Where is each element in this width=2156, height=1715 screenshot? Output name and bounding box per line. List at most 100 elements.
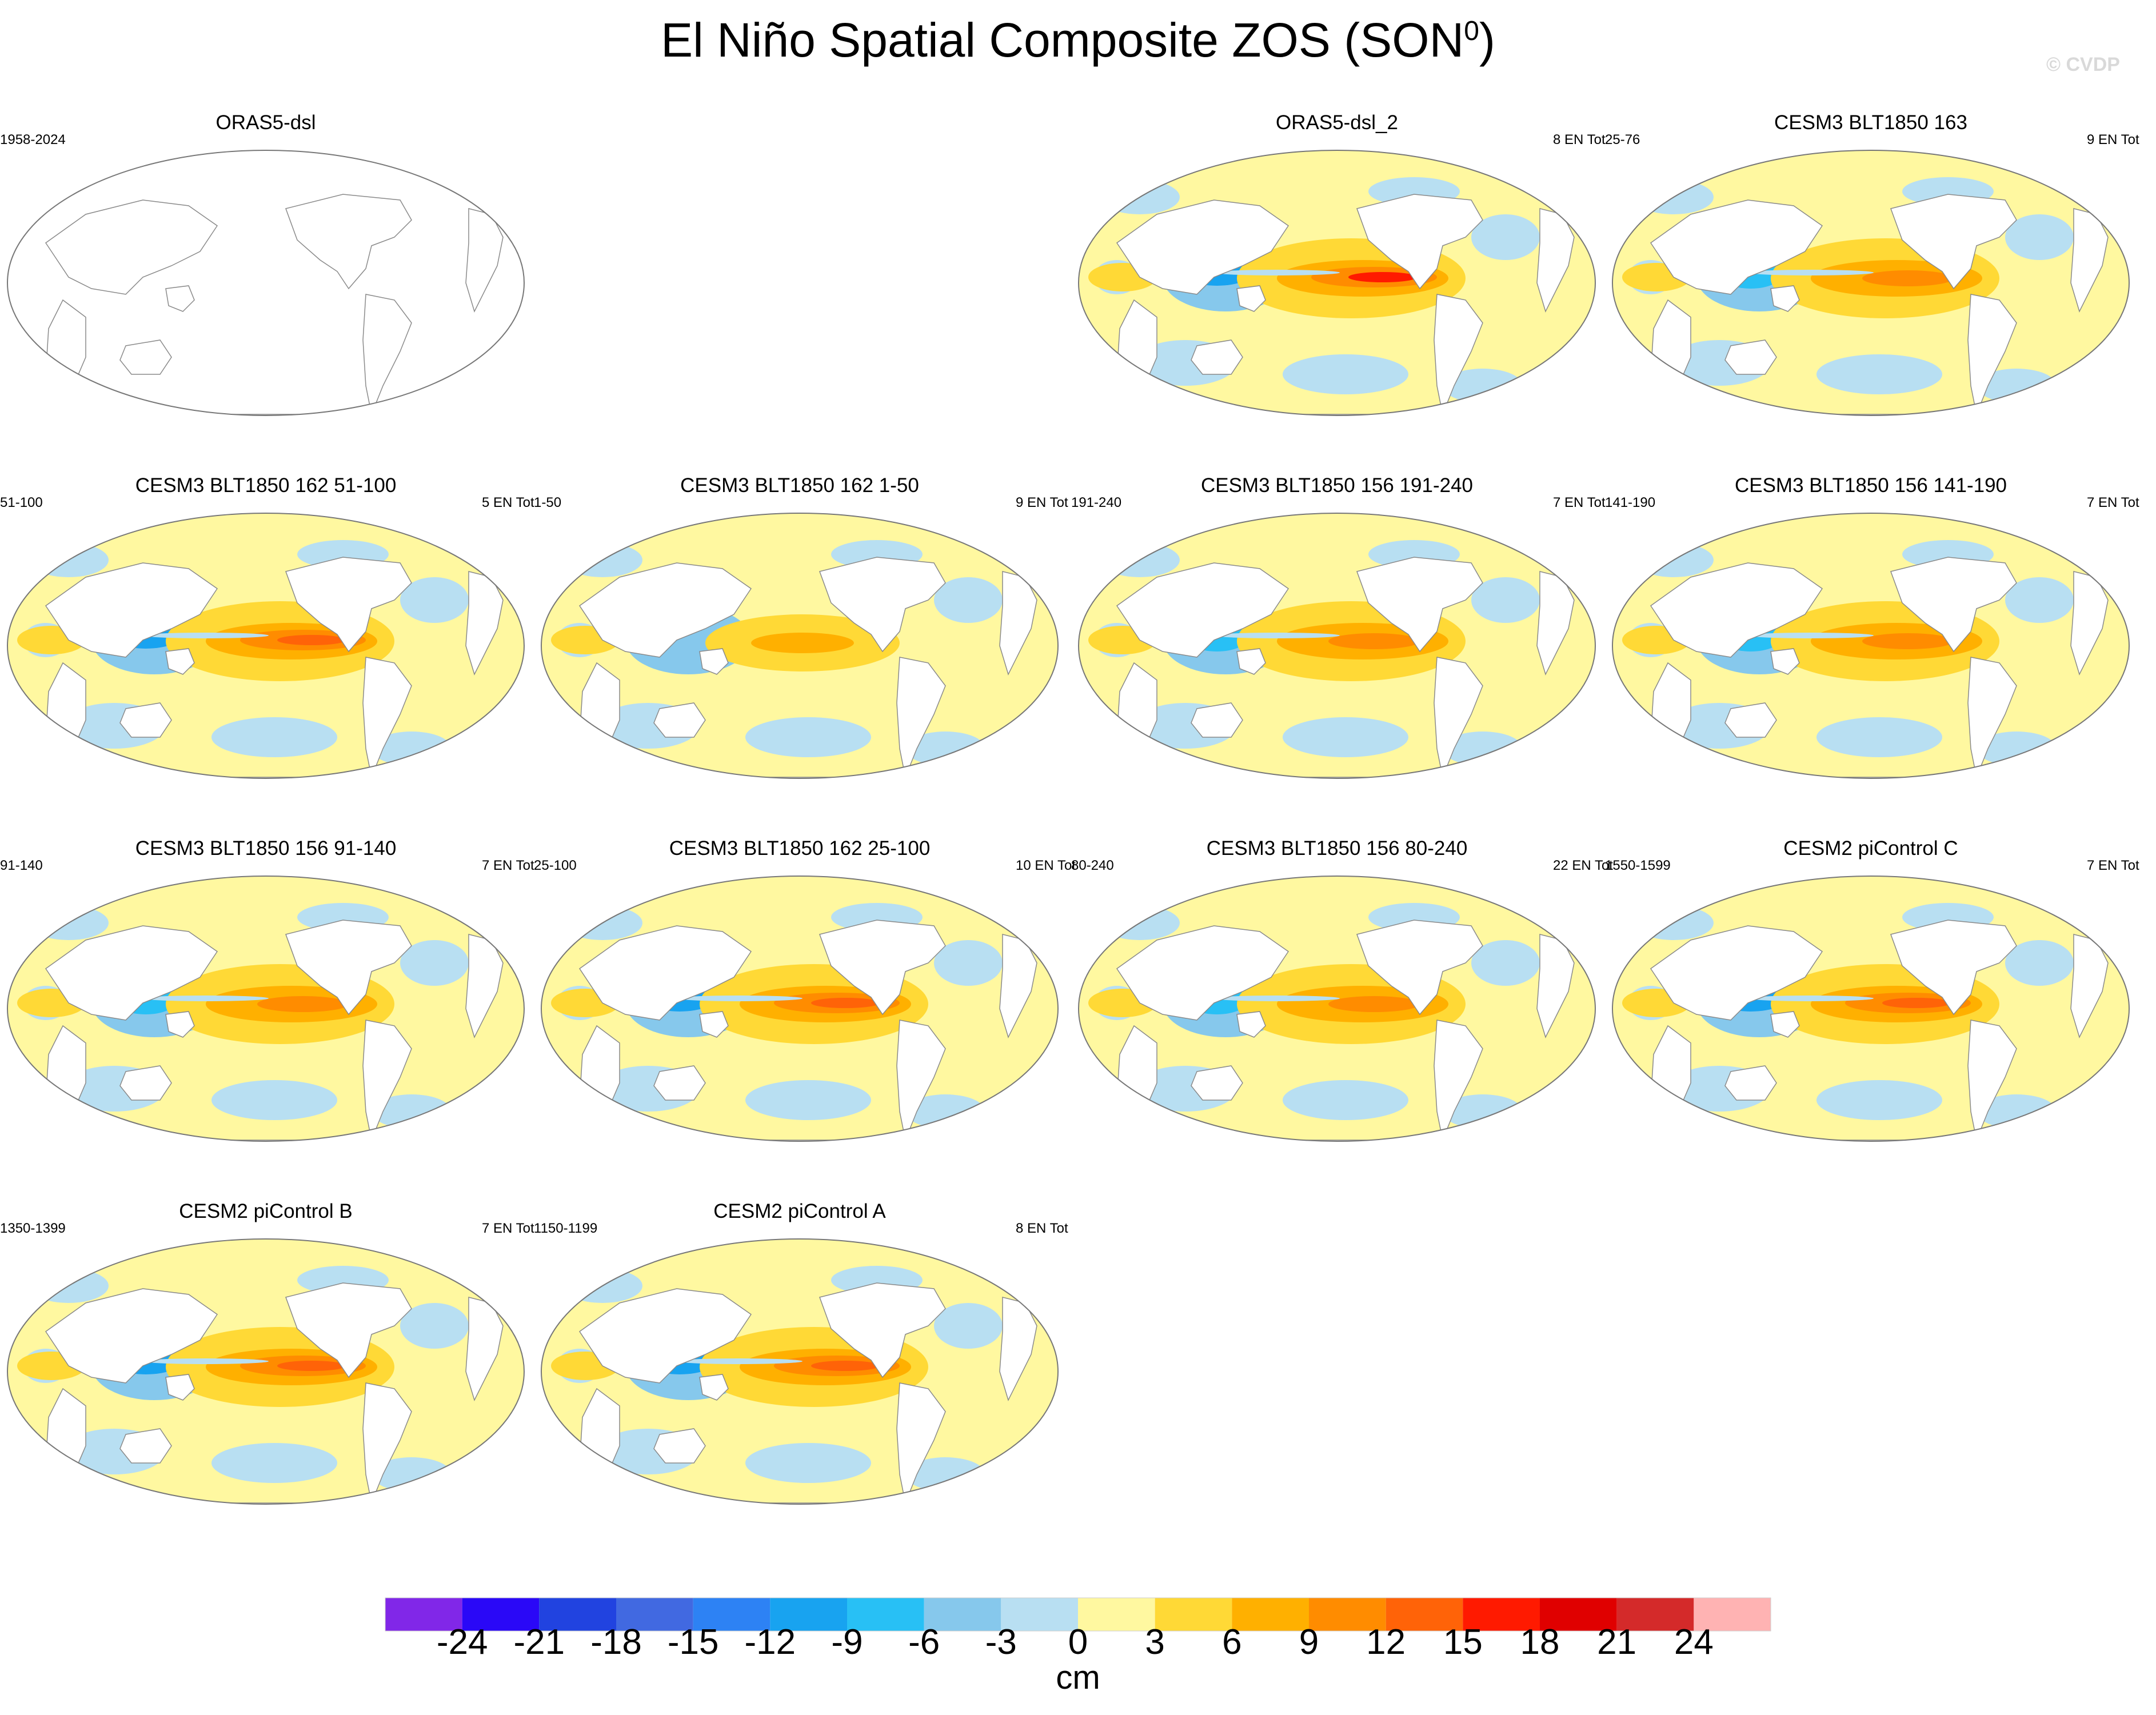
positive-anomaly-region	[1862, 270, 1954, 286]
landmass	[896, 1382, 946, 1504]
map	[541, 513, 1059, 779]
panel-title: CESM3 BLT1850 163	[1774, 111, 1967, 134]
panel-title: CESM3 BLT1850 156 80-240	[1206, 837, 1468, 860]
colorbar-swatch	[1463, 1598, 1540, 1631]
landmass	[1434, 294, 1483, 415]
landmass	[1724, 702, 1777, 738]
panel-period: 191-240	[1071, 495, 1122, 510]
colorbar-tick-label: -12	[744, 1622, 796, 1662]
panel-title: CESM3 BLT1850 162 51-100	[135, 474, 397, 497]
map-panel: CESM3 BLT1850 162 25-100 25-100 10 EN Tot	[534, 837, 1076, 1192]
landmass	[45, 925, 218, 1021]
landmass	[1191, 1065, 1243, 1101]
landmass	[119, 1428, 172, 1464]
panel-period: 1958-2024	[0, 132, 66, 147]
landmass	[1356, 557, 1483, 653]
landmass	[285, 557, 412, 653]
landmass	[119, 1065, 172, 1101]
map-panel: CESM3 BLT1850 156 80-240 80-240 22 EN Tot	[1071, 837, 1613, 1192]
colorbar-swatch	[847, 1598, 924, 1631]
map-outline	[1612, 513, 2130, 779]
panel-period: 141-190	[1605, 495, 1656, 510]
landmass	[1116, 562, 1289, 658]
map-outline	[1078, 513, 1596, 779]
negative-anomaly-region	[211, 1080, 337, 1120]
colorbar-swatch	[1078, 1598, 1155, 1631]
colorbar-tick-label: -21	[513, 1622, 565, 1662]
landmass	[1770, 648, 1800, 675]
negative-anomaly-region	[400, 940, 469, 986]
panel-period: 80-240	[1071, 858, 1114, 873]
map	[1078, 876, 1596, 1142]
landmass	[819, 1282, 946, 1378]
colorbar-frame	[385, 1597, 1771, 1632]
map-outline	[1612, 150, 2130, 416]
colorbar-swatch	[1232, 1598, 1309, 1631]
panel-period: 51-100	[0, 495, 43, 510]
panel-period: 25-100	[534, 858, 577, 873]
colorbar-tick-label: 18	[1520, 1622, 1560, 1662]
landmass	[699, 648, 729, 675]
panel-title: CESM3 BLT1850 156 191-240	[1200, 474, 1474, 497]
colorbar-swatch	[1694, 1598, 1771, 1631]
landmass	[362, 294, 412, 415]
colorbar-swatch	[1616, 1598, 1694, 1631]
map-panel: CESM2 piControl B 1350-1399 7 EN Tot	[0, 1200, 534, 1554]
landmass	[285, 1282, 412, 1378]
landmass	[362, 1382, 412, 1504]
panel-title: CESM2 piControl B	[179, 1200, 353, 1222]
map-panel: ORAS5-dsl_2 8 EN Tot	[1071, 111, 1606, 466]
negative-anomaly-region	[1471, 940, 1540, 986]
landmass	[1236, 1011, 1266, 1038]
map	[541, 876, 1059, 1142]
panel-event-count: 10 EN Tot	[1016, 858, 1076, 873]
positive-anomaly-region	[277, 635, 346, 645]
landmass	[578, 925, 752, 1021]
landmass	[1724, 339, 1777, 375]
map	[1612, 876, 2130, 1142]
colorbar-tick-label: 21	[1597, 1622, 1637, 1662]
panel-event-count: 7 EN Tot	[2087, 858, 2139, 873]
colorbar-unit: cm	[1056, 1659, 1100, 1696]
colorbar-swatch	[1386, 1598, 1463, 1631]
map-panel: CESM3 BLT1850 156 191-240 191-240 7 EN Tot	[1071, 474, 1606, 829]
landmass	[1967, 294, 2017, 415]
landmass	[1890, 920, 2017, 1016]
figure-title: El Niño Spatial Composite ZOS (SON0)	[661, 13, 1495, 67]
panel-period: 91-140	[0, 858, 43, 873]
negative-anomaly-region	[2005, 214, 2074, 260]
landmass	[699, 1374, 729, 1401]
map-panel: CESM2 piControl C 1550-1599 7 EN Tot	[1605, 837, 2139, 1192]
landmass	[165, 1011, 195, 1038]
landmass	[896, 657, 946, 778]
landmass	[819, 920, 946, 1016]
negative-anomaly-region	[934, 1303, 1003, 1349]
landmass	[1356, 920, 1483, 1016]
landmass	[896, 1020, 946, 1141]
landmass	[578, 562, 752, 658]
colorbar-swatch	[693, 1598, 770, 1631]
panel-title: CESM3 BLT1850 162 1-50	[680, 474, 919, 497]
landmass	[1116, 199, 1289, 295]
panel-event-count: 7 EN Tot	[1553, 495, 1606, 510]
colorbar-swatch	[462, 1598, 540, 1631]
map-panel: ORAS5-dsl 1958-2024	[0, 111, 532, 466]
negative-anomaly-region	[745, 1080, 871, 1120]
colorbar-swatch	[1309, 1598, 1386, 1631]
colorbar-tick-label: -3	[985, 1622, 1017, 1662]
negative-anomaly-region	[1283, 1080, 1408, 1120]
positive-anomaly-region	[751, 633, 854, 653]
panel-title: CESM3 BLT1850 156 91-140	[135, 837, 397, 860]
landmass	[285, 920, 412, 1016]
map-outline	[1078, 150, 1596, 416]
landmass	[1434, 657, 1483, 778]
equatorial-stripe	[143, 996, 269, 1001]
landmass	[1967, 1020, 2017, 1141]
landmass	[1890, 194, 2017, 290]
colorbar-tick-label: 12	[1366, 1622, 1406, 1662]
colorbar-swatch	[1155, 1598, 1232, 1631]
colorbar-swatch	[616, 1598, 693, 1631]
positive-anomaly-region	[811, 1361, 880, 1371]
